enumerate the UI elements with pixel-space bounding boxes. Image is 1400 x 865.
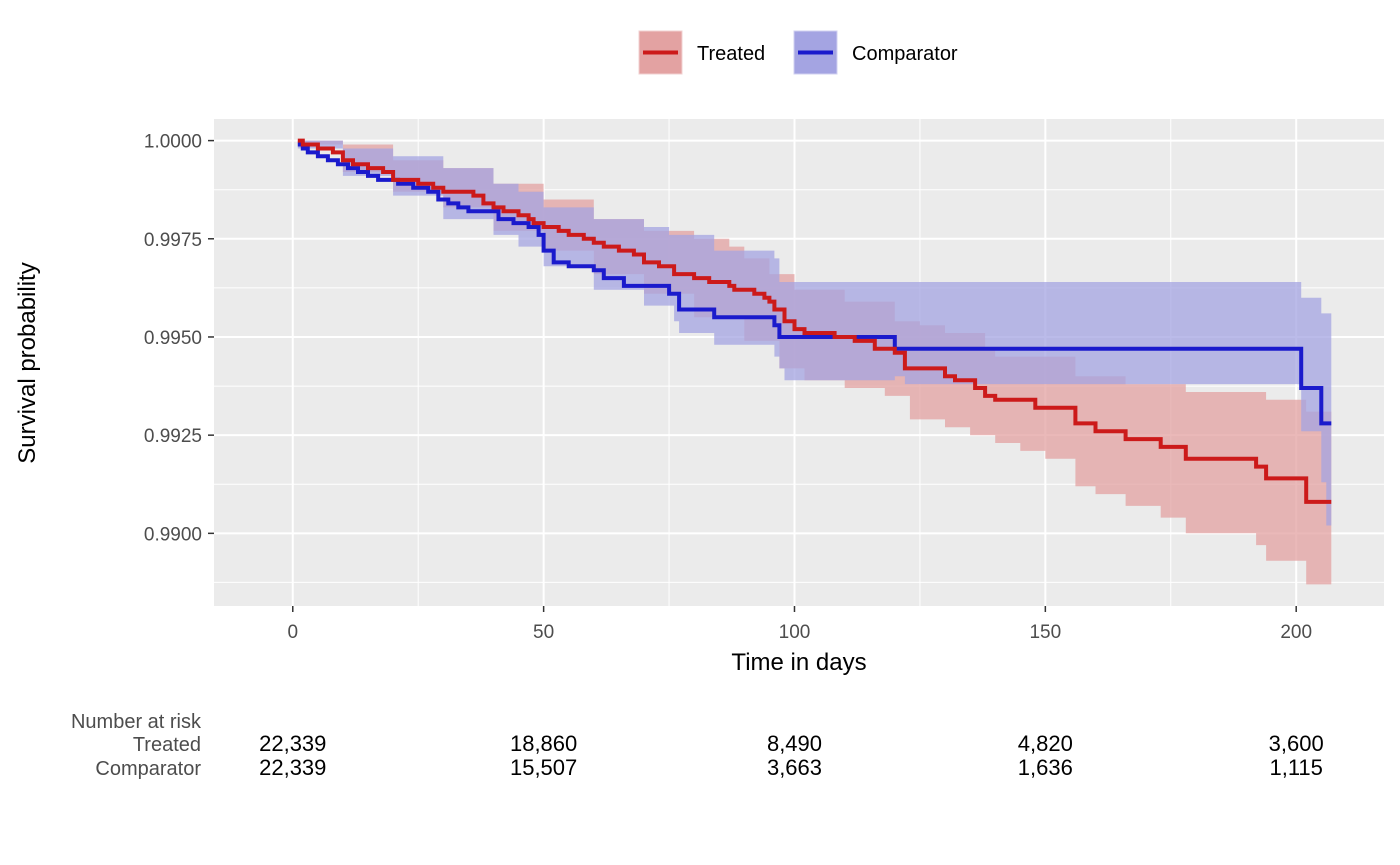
legend-entry-comparator: Comparator xyxy=(793,30,958,75)
y-tick-label: 0.9950 xyxy=(144,328,202,349)
survival-curve-treated xyxy=(297,138,1332,504)
risk-value-comparator: 1,115 xyxy=(1269,755,1322,780)
x-tick-label: 50 xyxy=(533,622,554,643)
risk-value-comparator: 15,507 xyxy=(510,755,577,780)
x-axis-title: Time in days xyxy=(731,649,866,676)
risk-value-comparator: 1,636 xyxy=(1018,755,1073,780)
risk-value-treated: 18,860 xyxy=(510,731,577,756)
y-axis: 0.9900 0.9925 0.9950 0.9975 1.0000 xyxy=(144,132,214,545)
y-axis-title: Survival probability xyxy=(14,262,41,463)
legend-label-comparator: Comparator xyxy=(852,43,958,65)
risk-value-treated: 22,339 xyxy=(259,731,326,756)
risk-row-label-comparator: Comparator xyxy=(95,758,201,780)
risk-value-comparator: 22,339 xyxy=(259,755,326,780)
x-axis: 0 50 100 150 200 xyxy=(287,606,1312,643)
risk-table: Number at risk Treated Comparator 22,339… xyxy=(71,711,1324,780)
risk-value-comparator: 3,663 xyxy=(767,755,822,780)
risk-table-header: Number at risk xyxy=(71,711,202,733)
survival-curves xyxy=(297,138,1332,504)
risk-value-treated: 4,820 xyxy=(1018,731,1073,756)
risk-value-treated: 3,600 xyxy=(1269,731,1324,756)
survival-curve-comparator xyxy=(297,142,1332,426)
y-tick-label: 0.9925 xyxy=(144,426,202,447)
x-tick-label: 200 xyxy=(1280,622,1312,643)
x-tick-label: 100 xyxy=(779,622,811,643)
risk-row-label-treated: Treated xyxy=(133,734,201,756)
y-tick-label: 0.9900 xyxy=(144,524,202,545)
y-tick-label: 0.9975 xyxy=(144,230,202,251)
x-tick-label: 0 xyxy=(287,622,298,643)
legend-entry-treated: Treated xyxy=(638,30,765,75)
x-tick-label: 150 xyxy=(1029,622,1061,643)
y-tick-label: 1.0000 xyxy=(144,132,202,153)
legend-label-treated: Treated xyxy=(697,43,765,65)
risk-value-treated: 8,490 xyxy=(767,731,822,756)
legend: Treated Comparator xyxy=(638,30,958,75)
